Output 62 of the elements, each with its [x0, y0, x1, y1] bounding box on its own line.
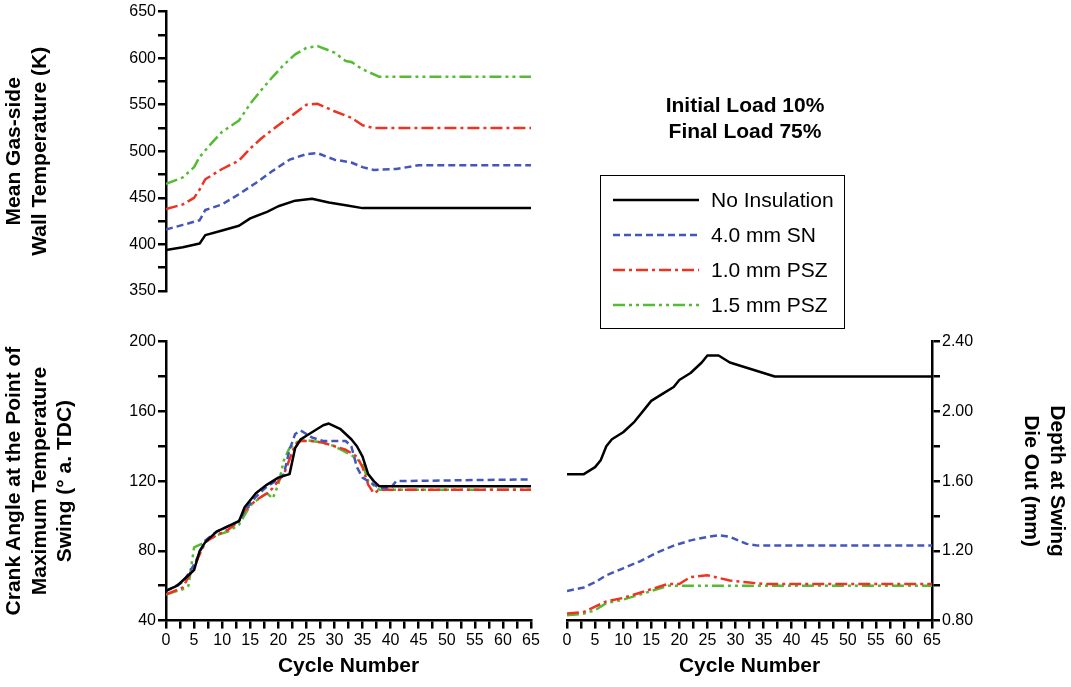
text: Initial Load 10% — [664, 92, 826, 118]
x-tick-label: 0 — [562, 630, 572, 648]
x-tick-label: 40 — [782, 630, 801, 648]
x-tick-label: 25 — [297, 630, 316, 648]
x-tick-label: 30 — [726, 630, 745, 648]
x-tick-label: 50 — [437, 630, 456, 648]
y-tick-label: 500 — [129, 141, 157, 159]
x-tick-label: 60 — [494, 630, 512, 648]
y-tick-label: 160 — [129, 401, 157, 419]
x-tick-label: 20 — [269, 630, 288, 648]
x-tick-label: 45 — [810, 630, 829, 648]
legend-label: 4.0 mm SN — [711, 222, 817, 247]
x-tick-label: 45 — [409, 630, 428, 648]
x-tick-label: 55 — [465, 630, 484, 648]
y-tick-label: 40 — [138, 611, 157, 629]
x-tick-label: 25 — [698, 630, 717, 648]
x-tick-label: 0 — [161, 630, 171, 648]
y-tick-label: 120 — [129, 471, 157, 489]
legend-label: 1.5 mm PSZ — [711, 292, 828, 317]
x-tick-label: 30 — [325, 630, 344, 648]
y-tick-label: 450 — [129, 188, 157, 206]
line-series — [567, 533, 932, 593]
y-tick-label: 650 — [129, 2, 157, 20]
y2-axis-title: Depth at Swing Die Out (mm) — [1021, 405, 1070, 557]
x-tick-label: 60 — [895, 630, 913, 648]
x-tick-label: 20 — [670, 630, 689, 648]
x-tick-label: 40 — [381, 630, 400, 648]
line-series — [166, 151, 531, 231]
y2-tick-label: 1.60 — [942, 471, 974, 489]
y-tick-label: 200 — [129, 332, 157, 350]
x-tick-label: 55 — [866, 630, 885, 648]
line-series — [567, 584, 932, 617]
y2-tick-label: 1.20 — [942, 541, 974, 559]
line-series — [166, 44, 531, 186]
y-tick-label: 550 — [129, 95, 157, 113]
y-tick-label: 350 — [129, 281, 157, 299]
x-tick-label: 65 — [923, 630, 941, 648]
y-tick-label: 400 — [129, 234, 157, 252]
x-tick-label: 5 — [590, 630, 600, 648]
y-axis-title: Crank Angle at the Point of Maximum Temperature Swing (° a. TDC) — [1, 345, 75, 616]
x-tick-label: 35 — [353, 630, 372, 648]
legend-label: 1.0 mm PSZ — [711, 257, 828, 282]
x-tick-label: 65 — [522, 630, 540, 648]
line-series — [166, 102, 531, 211]
legend-label: No Insulation — [711, 187, 834, 212]
y2-tick-label: 2.00 — [942, 401, 974, 419]
x-tick-label: 35 — [754, 630, 773, 648]
x-tick-label: 5 — [189, 630, 199, 648]
x-tick-label: 50 — [838, 630, 857, 648]
y-tick-label: 80 — [138, 541, 157, 559]
line-series — [567, 574, 932, 615]
x-tick-label: 15 — [642, 630, 661, 648]
x-axis-title: Cycle Number — [678, 653, 821, 677]
y-axis-title: Mean Gas-side Wall Temperature (K) — [1, 46, 50, 256]
y2-tick-label: 2.40 — [942, 332, 974, 350]
x-tick-label: 15 — [241, 630, 260, 648]
x-tick-label: 10 — [213, 630, 232, 648]
y-tick-label: 600 — [129, 48, 157, 66]
y2-tick-label: 0.80 — [942, 611, 974, 629]
text: Final Load 75% — [667, 118, 823, 144]
x-axis-title: Cycle Number — [277, 653, 420, 677]
x-tick-label: 10 — [614, 630, 633, 648]
